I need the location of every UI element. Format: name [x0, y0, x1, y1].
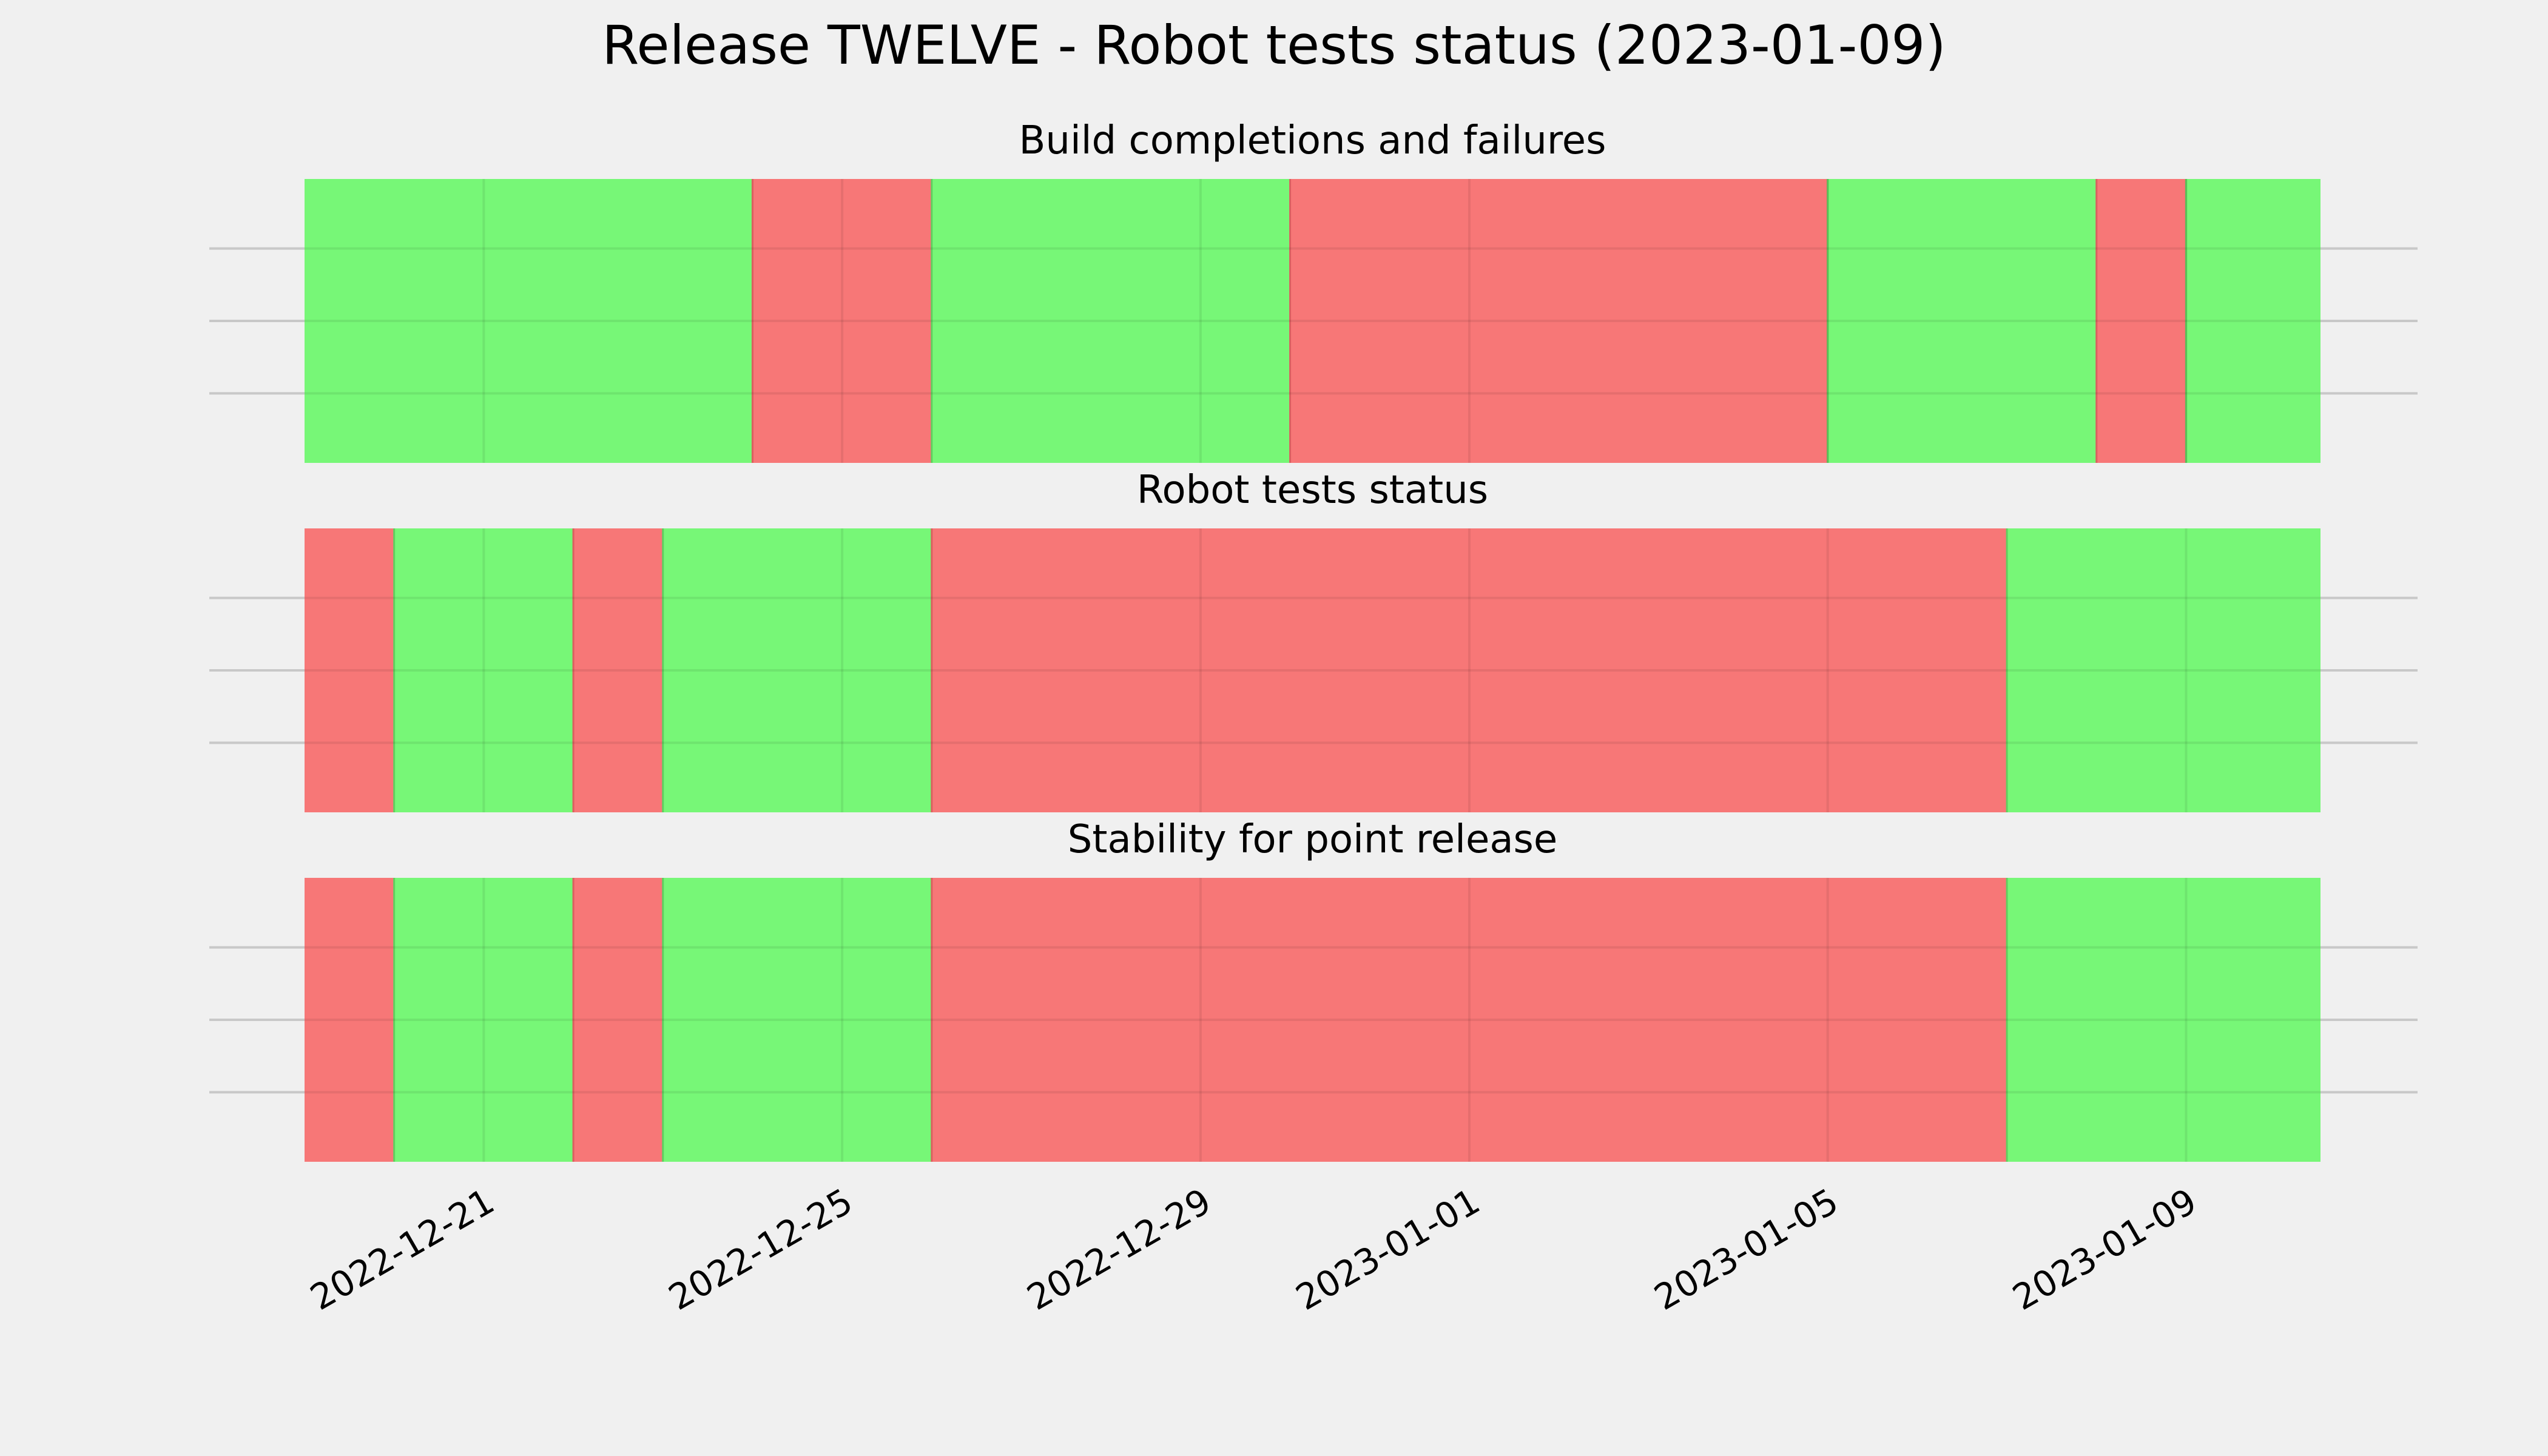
status-segment-fail	[1290, 179, 1828, 463]
status-segment-fail	[305, 528, 394, 812]
status-segment-fail	[752, 179, 932, 463]
panel-1: Build completions and failures	[209, 118, 2418, 463]
status-segment-fail	[2096, 179, 2186, 463]
status-segment-fail	[573, 878, 663, 1162]
panel-title: Build completions and failures	[1019, 118, 1606, 163]
status-segment-pass	[1827, 179, 2097, 463]
panel-title: Stability for point release	[1068, 817, 1558, 862]
status-segment-pass	[2186, 179, 2320, 463]
panel-title: Robot tests status	[1137, 468, 1488, 513]
status-segment-fail	[931, 528, 2007, 812]
status-segment-pass	[662, 528, 932, 812]
chart-title: Release TWELVE - Robot tests status (202…	[602, 14, 1946, 76]
status-segment-pass	[662, 878, 932, 1162]
status-segment-pass	[2007, 878, 2320, 1162]
status-segment-fail	[931, 878, 2007, 1162]
status-segment-pass	[2007, 528, 2320, 812]
status-segment-pass	[394, 528, 574, 812]
status-segment-pass	[931, 179, 1290, 463]
status-segment-fail	[573, 528, 663, 812]
status-segment-pass	[394, 878, 574, 1162]
panel-3: Stability for point release	[209, 817, 2418, 1162]
status-segment-fail	[305, 878, 394, 1162]
panels-layer: Build completions and failures Robot test…	[209, 118, 2418, 1162]
status-segment-pass	[305, 179, 753, 463]
panel-2: Robot tests status	[209, 468, 2418, 812]
